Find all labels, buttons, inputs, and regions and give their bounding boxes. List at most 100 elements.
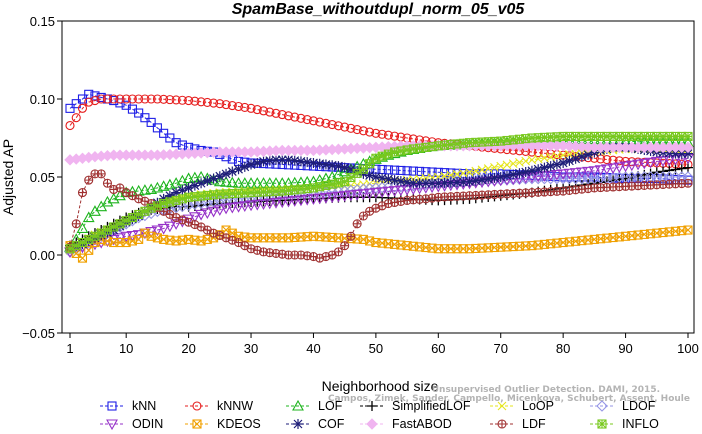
data-point [625,160,638,172]
data-point [483,173,494,184]
data-point [127,94,137,104]
data-point [321,180,331,190]
data-point [257,199,270,210]
data-point [102,94,113,104]
data-point [252,105,262,115]
data-point [371,153,381,163]
data-point [383,149,393,159]
data-point [252,157,263,168]
data-point [607,163,620,175]
data-point [140,113,150,123]
data-point [277,186,287,196]
data-point [151,225,164,237]
data-point [84,97,94,107]
data-point [563,168,576,180]
data-point [339,162,350,173]
data-point [382,186,395,198]
data-point [369,188,382,199]
legend-label: FastABOD [392,417,452,431]
legend-item-knnw: kNNW [185,399,253,413]
data-point [283,111,294,121]
data-point [171,187,182,198]
legend-item-odin: ODIN [100,417,163,431]
legend-label: LDOF [622,399,656,413]
data-point [189,198,201,210]
data-point [421,167,431,177]
data-point [258,106,269,116]
data-point [420,178,431,189]
data-point [220,203,232,215]
data-point [196,97,206,107]
x-tick-label: 40 [306,341,320,356]
data-point [314,158,325,169]
data-point [308,183,319,193]
data-point [602,154,612,165]
data-point [276,197,289,209]
data-point [288,196,301,207]
data-point [371,128,381,138]
data-point [414,178,425,189]
data-point [396,165,406,175]
data-point [184,192,194,202]
data-point [159,94,169,104]
data-point [320,159,331,170]
data-point [271,248,281,258]
data-point [226,202,239,214]
data-point [452,139,462,149]
data-point [220,176,232,187]
data-point [295,156,306,167]
data-point [396,146,406,156]
data-point [77,237,88,248]
axes: 1 10 20 30 40 50 60 70 80 90 100 −0.05 0.00 0.05 0.10 0… [22,14,699,356]
data-point [427,178,438,189]
data-point [96,94,106,104]
data-point [520,167,531,178]
data-point [258,156,269,167]
data-point [433,141,443,151]
data-point [408,178,419,189]
data-point [345,164,356,175]
data-point [370,172,381,182]
data-point [489,172,500,183]
data-point [233,164,244,175]
data-point [238,177,251,188]
legend-marker [192,401,202,411]
data-point [271,154,281,165]
data-point [632,159,644,171]
data-point [363,188,376,200]
data-point [340,122,350,132]
data-point [346,231,356,241]
data-point [588,166,601,177]
legend-marker [497,401,507,411]
data-point [433,178,444,189]
data-point [115,183,125,193]
series-line [69,176,688,253]
data-point [182,172,195,184]
data-point [251,199,264,211]
data-point [402,166,412,176]
data-point [177,185,188,196]
data-point [351,189,364,201]
data-point [345,184,357,197]
data-point [351,184,363,196]
x-tick-label: 90 [618,341,632,356]
data-point [264,155,275,166]
data-point [415,143,425,153]
legend-label: LOF [318,399,343,413]
data-point [613,162,626,174]
data-point [188,212,201,223]
data-point [209,190,219,200]
data-point [664,165,675,176]
data-point [165,95,175,105]
data-point [84,234,94,244]
data-point [600,164,613,176]
data-point [138,184,151,195]
legend-marker [292,399,304,411]
legend-label: ODIN [132,417,163,431]
data-point [270,189,282,201]
data-point [208,173,219,184]
y-tick-label: 0.00 [30,248,55,263]
data-point [71,219,81,229]
data-point [477,174,487,185]
